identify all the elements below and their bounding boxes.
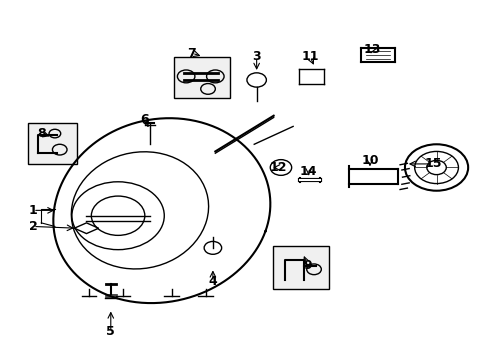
Text: 2: 2 <box>29 220 37 233</box>
Text: 8: 8 <box>37 127 45 140</box>
Text: 7: 7 <box>187 47 196 60</box>
FancyBboxPatch shape <box>28 123 77 164</box>
Text: 3: 3 <box>252 50 261 63</box>
FancyBboxPatch shape <box>174 57 229 98</box>
Text: 12: 12 <box>269 161 286 174</box>
Text: 14: 14 <box>299 165 317 177</box>
Text: 13: 13 <box>363 43 380 56</box>
Text: 9: 9 <box>303 259 311 272</box>
FancyBboxPatch shape <box>272 246 328 289</box>
Text: 4: 4 <box>208 275 217 288</box>
Text: 15: 15 <box>424 157 441 170</box>
Text: 1: 1 <box>29 204 37 217</box>
Text: 11: 11 <box>301 50 318 63</box>
Text: 6: 6 <box>140 113 149 126</box>
Text: 5: 5 <box>106 325 115 338</box>
Text: 10: 10 <box>361 154 378 167</box>
